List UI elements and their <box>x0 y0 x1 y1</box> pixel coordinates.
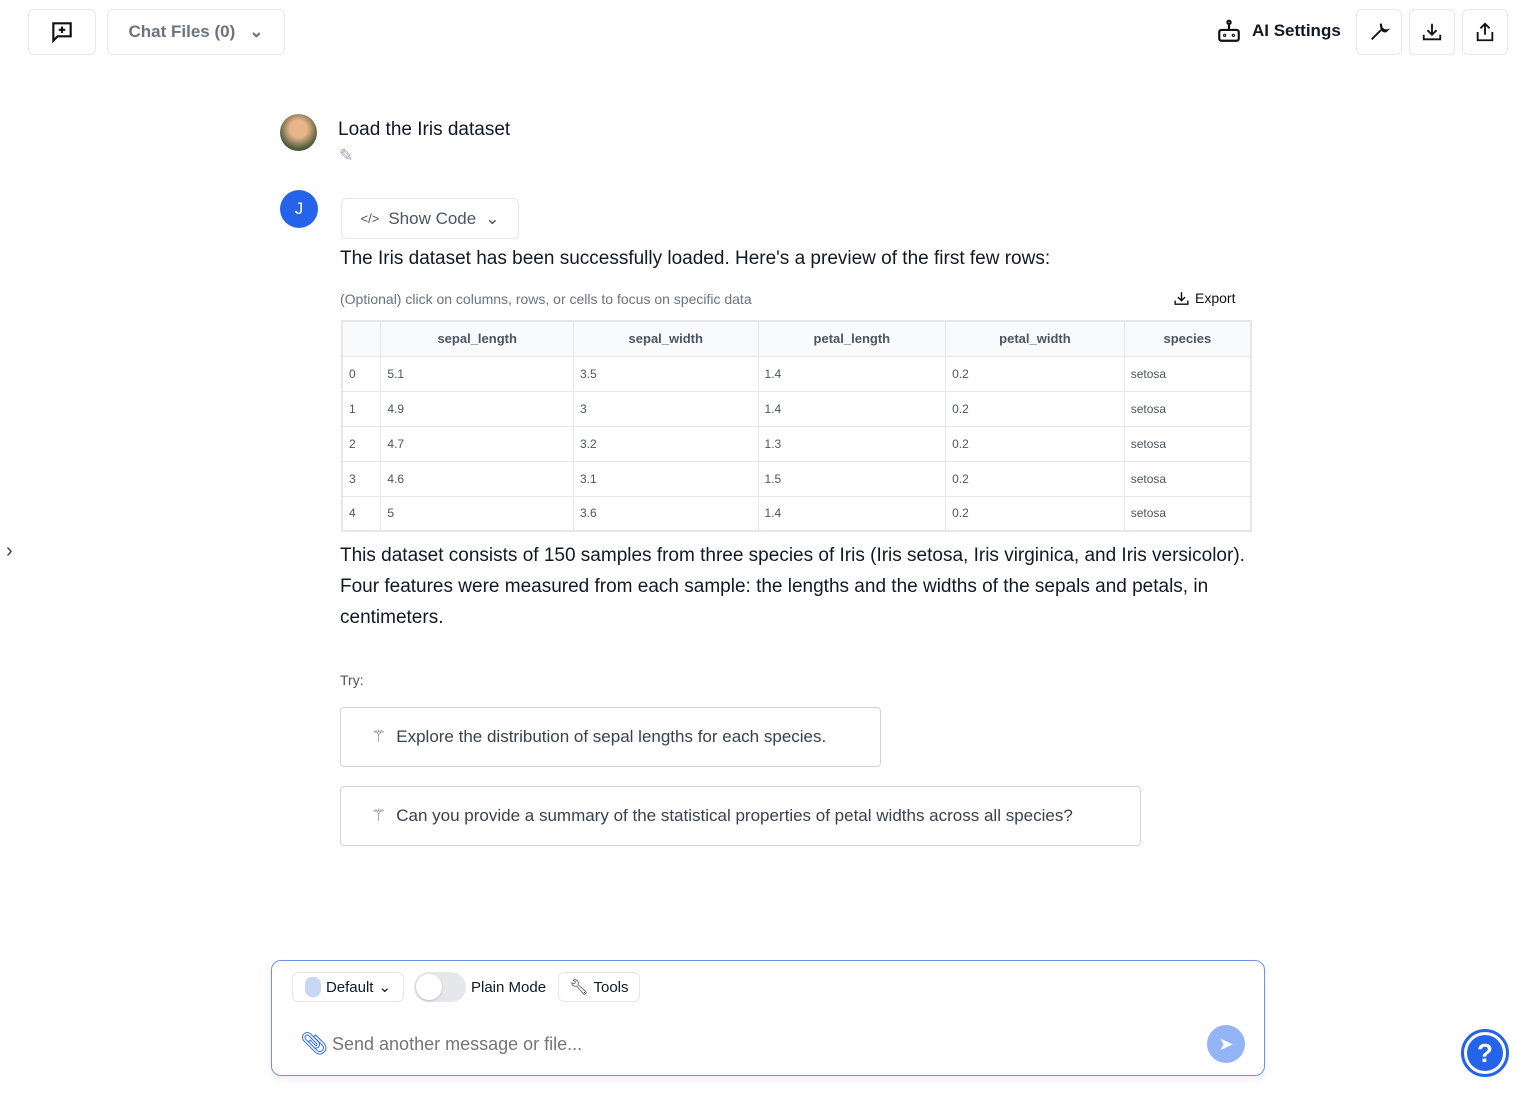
magic-wand-icon: ⚚ <box>371 727 387 746</box>
suggestion-button[interactable]: ⚚ Explore the distribution of sepal lengt… <box>340 707 881 767</box>
suggestion-button[interactable]: ⚚ Can you provide a summary of the statis… <box>340 786 1141 846</box>
model-label: Default <box>325 978 374 996</box>
send-button[interactable]: ➤ <box>1207 1025 1245 1063</box>
user-avatar <box>280 114 317 151</box>
show-code-button[interactable]: </> Show Code ⌄ <box>341 198 519 239</box>
user-message: Load the Iris dataset <box>338 119 511 140</box>
suggestion-label: Explore the distribution of sepal length… <box>396 727 827 746</box>
table-cell[interactable]: 4.6 <box>380 460 574 497</box>
assistant-avatar: J <box>280 190 318 228</box>
table-row[interactable]: 4 5 3.6 1.4 0.2 setosa <box>341 495 1252 532</box>
column-header[interactable]: sepal_width <box>572 320 759 357</box>
table-cell[interactable]: 1.4 <box>757 355 947 392</box>
plain-mode-label: Plain Mode <box>471 979 547 996</box>
export-label: Export <box>1195 290 1236 306</box>
table-cell[interactable]: 1 <box>341 390 382 427</box>
table-cell[interactable]: 0.2 <box>945 390 1125 427</box>
robot-icon <box>1218 19 1240 42</box>
table-cell[interactable]: 3 <box>341 460 382 497</box>
try-label: Try: <box>340 672 364 688</box>
plain-mode-toggle[interactable] <box>414 972 466 1002</box>
data-table[interactable]: sepal_length sepal_width petal_length petal… <box>341 320 1252 532</box>
help-icon: ? <box>1467 1035 1503 1071</box>
table-cell[interactable]: 4.7 <box>380 425 574 462</box>
table-cell[interactable]: setosa <box>1123 390 1252 427</box>
table-cell[interactable]: 0.2 <box>945 425 1125 462</box>
download-button[interactable] <box>1409 9 1455 55</box>
table-cell[interactable]: setosa <box>1123 495 1252 532</box>
ai-settings-label: AI Settings <box>1252 21 1341 40</box>
table-cell[interactable]: 4 <box>341 495 382 532</box>
column-header[interactable]: species <box>1123 320 1252 357</box>
table-cell[interactable]: 0 <box>341 355 382 392</box>
new-chat-button[interactable] <box>28 9 96 55</box>
chat-files-dropdown[interactable]: Chat Files (0) ⌄ <box>107 9 285 55</box>
table-hint: (Optional) click on columns, rows, or ce… <box>340 291 752 307</box>
chat-files-label: Chat Files (0) <box>128 22 236 41</box>
table-row[interactable]: 2 4.7 3.2 1.3 0.2 setosa <box>341 425 1252 462</box>
table-cell[interactable]: setosa <box>1123 460 1252 497</box>
suggestion-label: Can you provide a summary of the statist… <box>396 806 1073 825</box>
download-icon <box>1174 292 1189 305</box>
column-header[interactable]: petal_width <box>945 320 1125 357</box>
chevron-down-icon: ⌄ <box>378 979 392 996</box>
column-header[interactable]: sepal_length <box>380 320 574 357</box>
table-cell[interactable]: 3.1 <box>572 460 759 497</box>
tools-label: Tools <box>593 978 629 996</box>
table-row[interactable]: 0 5.1 3.5 1.4 0.2 setosa <box>341 355 1252 392</box>
table-cell[interactable]: 0.2 <box>945 355 1125 392</box>
table-cell[interactable]: 2 <box>341 425 382 462</box>
table-cell[interactable]: setosa <box>1123 425 1252 462</box>
column-header[interactable] <box>341 320 382 357</box>
table-cell[interactable]: 3.2 <box>572 425 759 462</box>
chevron-down-icon: ⌄ <box>249 22 264 41</box>
attach-paperclip-icon[interactable]: 📎︎ <box>300 1031 328 1056</box>
table-cell[interactable]: setosa <box>1123 355 1252 392</box>
new-chat-icon <box>52 22 72 44</box>
help-button[interactable]: ? <box>1461 1029 1509 1077</box>
chevron-down-icon: ⌄ <box>485 208 500 228</box>
wrench-icon: 🔧︎ <box>569 979 589 996</box>
share-button[interactable] <box>1462 9 1508 55</box>
model-icon <box>304 977 321 997</box>
download-icon <box>1422 23 1442 41</box>
table-cell[interactable]: 1.5 <box>757 460 947 497</box>
table-cell[interactable]: 3 <box>572 390 759 427</box>
table-cell[interactable]: 0.2 <box>945 460 1125 497</box>
show-code-label: Show Code <box>388 208 477 228</box>
table-cell[interactable]: 1.3 <box>757 425 947 462</box>
magic-wand-icon: ⚚ <box>371 806 387 825</box>
message-input[interactable] <box>332 1029 1192 1059</box>
table-cell[interactable]: 5 <box>380 495 574 532</box>
table-cell[interactable]: 3.6 <box>572 495 759 532</box>
share-icon <box>1476 22 1494 42</box>
assistant-description: This dataset consists of 150 samples fro… <box>340 545 1245 628</box>
send-icon: ➤ <box>1218 1033 1234 1054</box>
table-cell[interactable]: 3.5 <box>572 355 759 392</box>
tools-button[interactable] <box>1356 9 1402 55</box>
table-cell[interactable]: 0.2 <box>945 495 1125 532</box>
table-cell[interactable]: 1.4 <box>757 390 947 427</box>
edit-pencil-icon[interactable]: ✎ <box>339 146 354 165</box>
table-row[interactable]: 1 4.9 3 1.4 0.2 setosa <box>341 390 1252 427</box>
table-cell[interactable]: 4.9 <box>380 390 574 427</box>
sidebar-expand-icon[interactable]: › <box>6 540 13 562</box>
ai-settings-button[interactable]: AI Settings <box>1216 18 1341 44</box>
column-header[interactable]: petal_length <box>757 320 947 357</box>
wrench-icon <box>1371 23 1390 40</box>
tools-button[interactable]: 🔧︎ Tools <box>558 972 640 1002</box>
table-row[interactable]: 3 4.6 3.1 1.5 0.2 setosa <box>341 460 1252 497</box>
composer: Default⌄ Plain Mode 🔧︎Tools 📎︎ ➤ <box>271 960 1265 1076</box>
code-icon: </> <box>360 211 380 226</box>
table-cell[interactable]: 1.4 <box>757 495 947 532</box>
assistant-intro: The Iris dataset has been successfully l… <box>340 248 1051 269</box>
table-cell[interactable]: 5.1 <box>380 355 574 392</box>
model-dropdown[interactable]: Default ⌄ <box>292 972 404 1002</box>
export-button[interactable]: Export <box>1173 290 1235 307</box>
